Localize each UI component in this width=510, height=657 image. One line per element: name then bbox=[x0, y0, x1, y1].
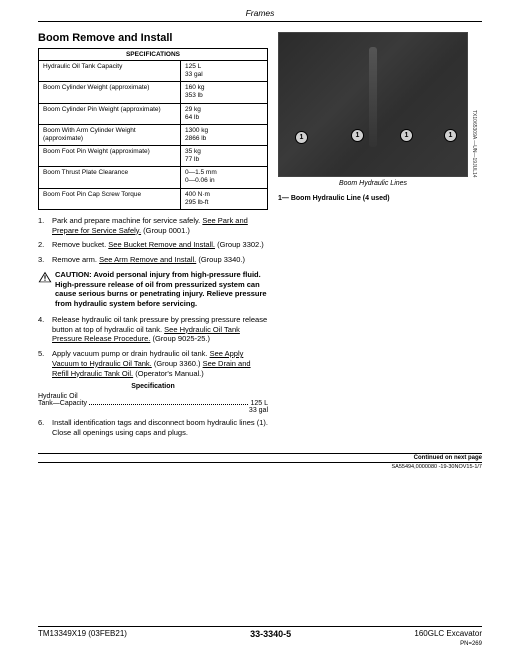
specifications-table: SPECIFICATIONS Hydraulic Oil Tank Capaci… bbox=[38, 48, 268, 210]
step: 3.Remove arm. See Arm Remove and Install… bbox=[38, 255, 268, 265]
spec-table-header: SPECIFICATIONS bbox=[39, 49, 268, 61]
footer-right: 160GLC Excavator PN=269 bbox=[414, 629, 482, 647]
inline-spec-l1: Hydraulic Oil bbox=[38, 393, 268, 400]
table-row: Boom Foot Pin Cap Screw Torque400 N·m295… bbox=[39, 188, 268, 209]
step: 6.Install identification tags and discon… bbox=[38, 418, 268, 438]
callout-1: 1 bbox=[295, 131, 308, 144]
right-column: 1 1 1 1 TX1065309A —UN—19JUL14 Boom Hydr… bbox=[278, 32, 468, 443]
page-header: Frames bbox=[38, 8, 482, 22]
table-row: Boom Thrust Plate Clearance0—1.5 mm0—0.0… bbox=[39, 167, 268, 188]
inline-spec-line: Tank—Capacity 125 L bbox=[38, 400, 268, 407]
image-caption: Boom Hydraulic Lines bbox=[278, 180, 468, 187]
table-row: Boom Cylinder Weight (approximate)160 kg… bbox=[39, 82, 268, 103]
table-row: Boom Cylinder Pin Weight (approximate)29… bbox=[39, 103, 268, 124]
left-column: Boom Remove and Install SPECIFICATIONS H… bbox=[38, 32, 268, 443]
inline-spec-sub: 33 gal bbox=[38, 407, 268, 414]
footer-left: TM13349X19 (03FEB21) bbox=[38, 629, 127, 638]
page-footer: TM13349X19 (03FEB21) 33-3340-5 160GLC Ex… bbox=[38, 626, 482, 647]
step: 4.Release hydraulic oil tank pressure by… bbox=[38, 315, 268, 344]
callout-1: 1 bbox=[351, 129, 364, 142]
callout-1: 1 bbox=[444, 129, 457, 142]
table-row: Boom With Arm Cylinder Weight (approxima… bbox=[39, 124, 268, 145]
procedure-steps-cont: 4.Release hydraulic oil tank pressure by… bbox=[38, 315, 268, 379]
step: 5.Apply vacuum pump or drain hydraulic o… bbox=[38, 349, 268, 378]
table-row: Hydraulic Oil Tank Capacity125 L33 gal bbox=[39, 61, 268, 82]
procedure-steps-end: 6.Install identification tags and discon… bbox=[38, 418, 268, 438]
footer-center: 33-3340-5 bbox=[250, 629, 291, 639]
callout-1: 1 bbox=[400, 129, 413, 142]
caution-icon bbox=[38, 271, 52, 283]
continued-note: Continued on next page bbox=[38, 453, 482, 463]
image-legend: 1— Boom Hydraulic Line (4 used) bbox=[278, 195, 468, 203]
image-code: TX1065309A —UN—19JUL14 bbox=[467, 33, 477, 178]
procedure-steps: 1.Park and prepare machine for service s… bbox=[38, 216, 268, 265]
table-row: Boom Foot Pin Weight (approximate)35 kg7… bbox=[39, 146, 268, 167]
boom-hydraulic-image: 1 1 1 1 TX1065309A —UN—19JUL14 bbox=[278, 32, 468, 177]
reference-code: SA55494,0000080 -19-30NOV15-1/7 bbox=[38, 464, 482, 470]
inline-spec-heading: Specification bbox=[38, 383, 268, 390]
step: 1.Park and prepare machine for service s… bbox=[38, 216, 268, 236]
section-title: Boom Remove and Install bbox=[38, 32, 268, 44]
caution-box: CAUTION: Avoid personal injury from high… bbox=[38, 270, 268, 309]
step: 2.Remove bucket. See Bucket Remove and I… bbox=[38, 240, 268, 250]
